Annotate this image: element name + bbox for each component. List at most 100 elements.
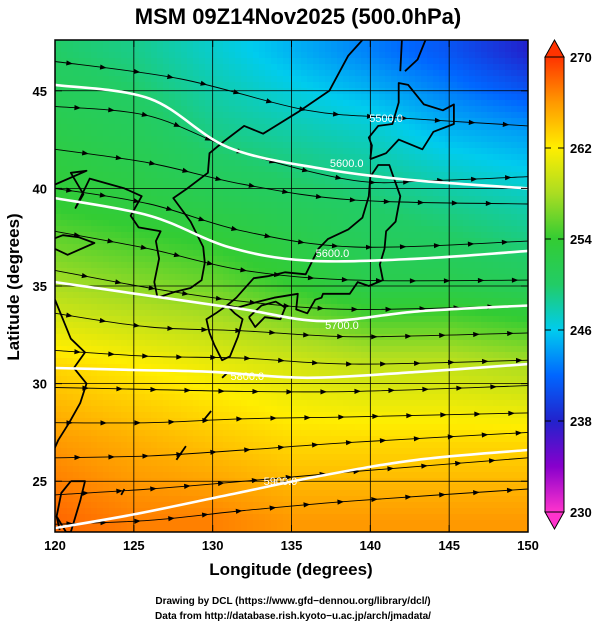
- wind-arrow: [388, 387, 395, 394]
- contour-line: [55, 83, 528, 190]
- wind-arrow: [74, 454, 81, 461]
- wind-arrow: [501, 239, 509, 245]
- wind-arrow: [502, 121, 510, 127]
- colorbar-tick-label: 270: [570, 50, 592, 65]
- wind-arrow: [99, 192, 107, 198]
- wind-arrow: [74, 349, 81, 355]
- wind-arrow: [337, 333, 344, 340]
- contour-line: [55, 362, 528, 380]
- wind-arrow: [507, 330, 514, 337]
- wind-arrow: [133, 322, 140, 328]
- wind-arrow: [114, 279, 122, 285]
- wind-arrow: [473, 490, 480, 496]
- wind-arrow: [311, 442, 319, 448]
- x-axis-label: Longitude (degrees): [209, 560, 372, 579]
- wind-arrow: [264, 233, 272, 239]
- wind-arrow: [141, 111, 149, 117]
- wind-arrow: [406, 413, 413, 419]
- wind-arrow: [235, 327, 242, 334]
- wind-arrow: [481, 432, 489, 438]
- wind-arrow: [215, 295, 223, 301]
- wind-arrow: [236, 416, 243, 422]
- wind-arrow: [269, 329, 276, 335]
- coastline: [202, 410, 212, 422]
- x-tick-label: 120: [44, 538, 66, 553]
- wind-arrow: [315, 193, 323, 199]
- wind-arrow: [182, 290, 189, 296]
- coastline: [175, 445, 187, 461]
- streamline: [55, 312, 528, 338]
- contour-label: 5500.0: [369, 113, 403, 125]
- wind-arrow: [405, 333, 412, 339]
- wind-arrow: [168, 419, 175, 425]
- coastline: [248, 300, 287, 328]
- wind-arrow: [485, 200, 493, 206]
- contour-line: [55, 280, 528, 323]
- wind-arrow: [379, 438, 387, 444]
- y-tick-label: 35: [33, 279, 47, 294]
- wind-arrow: [66, 187, 73, 193]
- wind-arrow: [400, 115, 408, 121]
- wind-arrow: [488, 458, 496, 464]
- wind-arrow: [320, 389, 327, 395]
- wind-arrow: [82, 490, 89, 496]
- wind-arrow: [150, 386, 157, 393]
- wind-arrow: [399, 244, 407, 250]
- wind-arrow: [354, 388, 361, 394]
- wind-arrow: [482, 358, 489, 365]
- wind-arrow: [477, 277, 485, 284]
- wind-arrow: [421, 463, 428, 469]
- wind-arrow: [142, 453, 149, 459]
- contour-label: 5600.0: [330, 158, 364, 170]
- wind-arrow: [167, 325, 174, 331]
- coastline: [55, 234, 96, 256]
- wind-arrow: [198, 216, 206, 222]
- wind-arrow: [490, 384, 497, 390]
- wind-arrow: [115, 155, 123, 161]
- wind-arrow: [285, 474, 293, 481]
- wind-arrow: [252, 388, 259, 395]
- wind-arrow: [414, 360, 421, 366]
- wind-arrow: [251, 478, 259, 484]
- x-tick-label: 125: [123, 538, 145, 553]
- wind-arrow: [338, 414, 345, 420]
- x-tick-label: 140: [359, 538, 381, 553]
- wind-arrow: [150, 486, 157, 492]
- contour-label: 5800.0: [231, 371, 265, 383]
- credit-drawing: Drawing by DCL (https://www.gfd−dennou.o…: [155, 596, 430, 607]
- wind-arrow: [439, 492, 446, 498]
- wind-arrow: [385, 306, 393, 312]
- y-tick-label: 25: [33, 474, 47, 489]
- wind-arrow: [505, 175, 512, 181]
- y-axis-ticks: 25 30 35 40 45: [33, 84, 528, 489]
- wind-arrow: [74, 105, 81, 111]
- colorbar-max-triangle: [544, 38, 565, 58]
- wind-arrow: [116, 386, 123, 392]
- wind-arrow: [516, 357, 523, 364]
- chart-title: MSM 09Z14Nov2025 (500.0hPa): [135, 4, 462, 29]
- wind-arrow: [168, 516, 175, 522]
- colorbar-tick-label: 238: [570, 414, 592, 429]
- colorbar-tick-label: 230: [570, 505, 592, 520]
- wind-arrow: [176, 354, 183, 360]
- wind-arrow: [116, 488, 123, 494]
- wind-arrow: [270, 415, 277, 421]
- wind-arrow: [81, 150, 89, 156]
- wind-arrow: [149, 160, 156, 166]
- wind-arrow: [341, 277, 349, 283]
- contour-line: [55, 448, 528, 530]
- wind-arrow: [133, 68, 141, 74]
- wind-arrow: [165, 205, 173, 211]
- y-tick-label: 45: [33, 84, 47, 99]
- wind-arrow: [511, 277, 519, 283]
- wind-arrow: [248, 182, 256, 188]
- coastline: [157, 40, 364, 299]
- y-tick-label: 40: [33, 181, 47, 196]
- contour-label: 5700.0: [325, 320, 359, 332]
- wind-arrow: [405, 494, 412, 500]
- streamline: [55, 269, 528, 310]
- wind-arrow: [265, 98, 273, 104]
- wind-arrow: [440, 412, 447, 418]
- wind-arrow: [508, 410, 515, 416]
- wind-arrow: [471, 176, 478, 182]
